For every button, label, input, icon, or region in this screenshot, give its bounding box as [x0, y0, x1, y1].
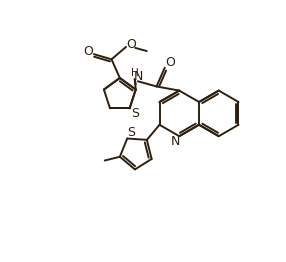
Text: H: H [131, 68, 139, 78]
Text: O: O [126, 38, 136, 51]
Text: N: N [170, 135, 180, 148]
Text: S: S [127, 126, 135, 139]
Text: O: O [165, 56, 175, 69]
Text: O: O [83, 45, 93, 58]
Text: S: S [131, 107, 139, 120]
Text: N: N [134, 70, 144, 83]
